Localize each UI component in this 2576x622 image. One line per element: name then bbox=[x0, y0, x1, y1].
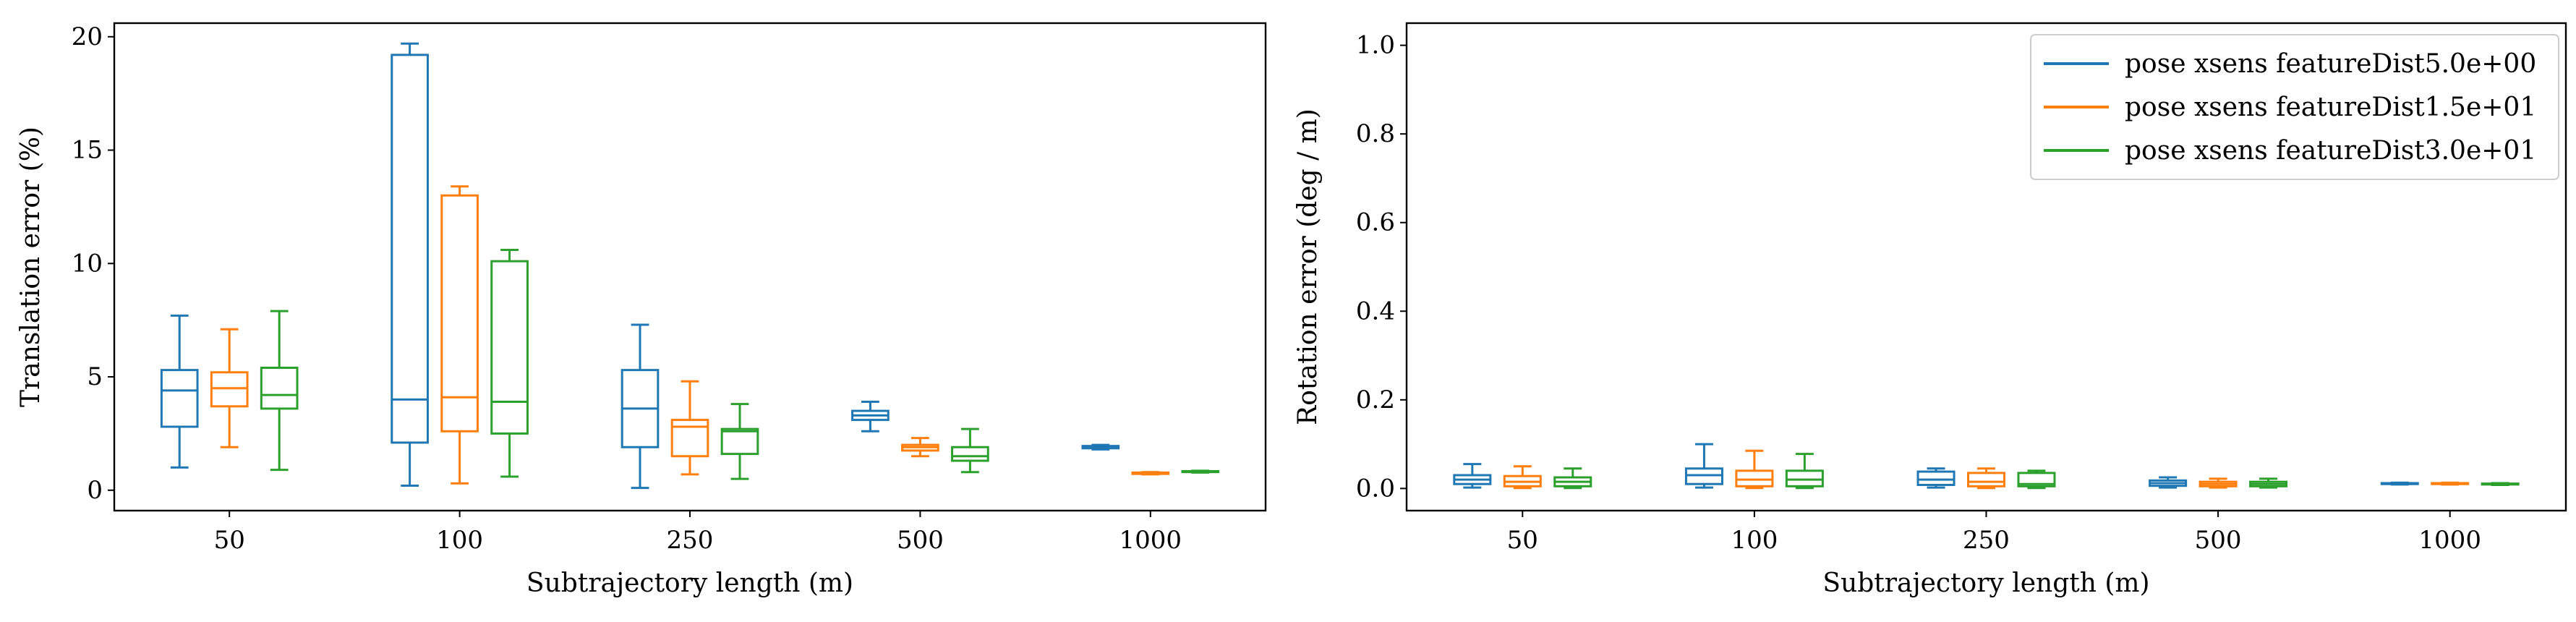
box bbox=[160, 369, 199, 428]
box-plot bbox=[260, 310, 299, 472]
box bbox=[720, 427, 759, 456]
translation-boxplots bbox=[160, 42, 1220, 490]
box-plot bbox=[1081, 443, 1120, 451]
box-plot bbox=[2149, 476, 2188, 489]
box-plot bbox=[391, 42, 429, 487]
rotation-x-axis-label: Subtrajectory length (m) bbox=[1822, 568, 2149, 598]
x-tick-label: 1000 bbox=[2418, 526, 2481, 555]
box-plot bbox=[951, 427, 989, 474]
box-plot bbox=[2249, 477, 2288, 489]
box bbox=[391, 54, 429, 444]
box bbox=[951, 446, 989, 462]
y-tick-label: 1.0 bbox=[1356, 31, 1395, 60]
translation-axes-frame bbox=[113, 22, 1267, 512]
box-plot bbox=[1503, 465, 1542, 490]
y-tick-label: 0 bbox=[87, 476, 103, 505]
translation-y-axis-ticks: 0 5 10 15 20 bbox=[72, 22, 114, 505]
box-plot bbox=[2017, 469, 2056, 490]
box-plot bbox=[1453, 463, 1492, 489]
box-plot bbox=[620, 323, 660, 490]
rotation-y-axis-label: Rotation error (deg / m) bbox=[1293, 108, 1323, 425]
box-plot bbox=[1553, 467, 1592, 490]
box-plot bbox=[2431, 481, 2470, 486]
box-plot bbox=[440, 185, 479, 485]
y-tick-label: 10 bbox=[72, 249, 103, 278]
legend-label-series-3: pose xsens featureDist3.0e+01 bbox=[2125, 136, 2536, 166]
box bbox=[2017, 472, 2056, 487]
box-plot bbox=[490, 248, 529, 478]
x-tick-label: 100 bbox=[436, 526, 483, 555]
rotation-axes-frame bbox=[1405, 22, 2567, 512]
box-plot bbox=[1131, 471, 1170, 476]
x-tick-label: 250 bbox=[667, 526, 714, 555]
box bbox=[490, 260, 529, 435]
box bbox=[1785, 469, 1824, 487]
y-tick-label: 0.8 bbox=[1356, 119, 1395, 148]
legend: pose xsens featureDist5.0e+00 pose xsens… bbox=[2030, 34, 2559, 180]
y-tick-label: 0.6 bbox=[1356, 208, 1395, 237]
box-plot bbox=[160, 314, 199, 469]
rotation-y-axis-ticks: 0.0 0.2 0.4 0.6 0.8 1.0 bbox=[1356, 31, 1407, 503]
translation-error-panel: 0 5 10 15 20 50 100 250 500 1000 Subtrajectory l… bbox=[16, 22, 1267, 598]
box-plot bbox=[720, 403, 759, 480]
y-tick-label: 15 bbox=[72, 136, 103, 165]
x-tick-label: 500 bbox=[2195, 526, 2242, 555]
box bbox=[1684, 467, 1723, 485]
box-plot bbox=[2198, 477, 2238, 489]
translation-x-axis-ticks: 50 100 250 500 1000 bbox=[214, 511, 1182, 555]
x-tick-label: 500 bbox=[897, 526, 944, 555]
y-tick-label: 0.4 bbox=[1356, 297, 1395, 325]
box-plot bbox=[1916, 467, 1956, 489]
x-tick-label: 100 bbox=[1731, 526, 1778, 555]
translation-y-axis-label: Translation error (%) bbox=[16, 127, 46, 407]
box-plot bbox=[851, 401, 890, 433]
box-plot bbox=[1181, 469, 1220, 474]
legend-frame bbox=[2030, 34, 2559, 180]
box-plot bbox=[1735, 449, 1774, 490]
legend-label-series-2: pose xsens featureDist1.5e+01 bbox=[2125, 93, 2536, 122]
translation-x-axis-label: Subtrajectory length (m) bbox=[526, 568, 853, 598]
box-plot bbox=[1966, 467, 2006, 490]
box-plot bbox=[670, 380, 709, 476]
legend-label-series-1: pose xsens featureDist5.0e+00 bbox=[2125, 49, 2536, 79]
y-tick-label: 0.2 bbox=[1356, 385, 1395, 414]
x-tick-label: 50 bbox=[1507, 526, 1538, 555]
box-plot bbox=[210, 328, 249, 448]
box-plot bbox=[2481, 482, 2520, 486]
box bbox=[260, 367, 299, 410]
box bbox=[1966, 472, 2006, 487]
x-tick-label: 250 bbox=[1963, 526, 2010, 555]
y-tick-label: 20 bbox=[72, 22, 103, 51]
box-plot bbox=[1785, 453, 1824, 490]
box bbox=[210, 371, 249, 408]
box bbox=[1735, 469, 1774, 487]
rotation-error-panel: 0.0 0.2 0.4 0.6 0.8 1.0 50 100 250 500 1000 Subtr… bbox=[1293, 22, 2567, 598]
box-plot bbox=[2380, 481, 2419, 486]
rotation-x-axis-ticks: 50 100 250 500 1000 bbox=[1507, 511, 2481, 555]
box bbox=[1916, 470, 1956, 486]
rotation-boxplots bbox=[1453, 443, 2520, 490]
x-tick-label: 50 bbox=[214, 526, 245, 555]
box-plot bbox=[1684, 443, 1723, 489]
box bbox=[670, 419, 709, 458]
x-tick-label: 1000 bbox=[1119, 526, 1182, 555]
y-tick-label: 0.0 bbox=[1356, 474, 1395, 503]
box bbox=[440, 194, 479, 433]
y-tick-label: 5 bbox=[87, 362, 103, 391]
box-plot bbox=[901, 437, 939, 458]
